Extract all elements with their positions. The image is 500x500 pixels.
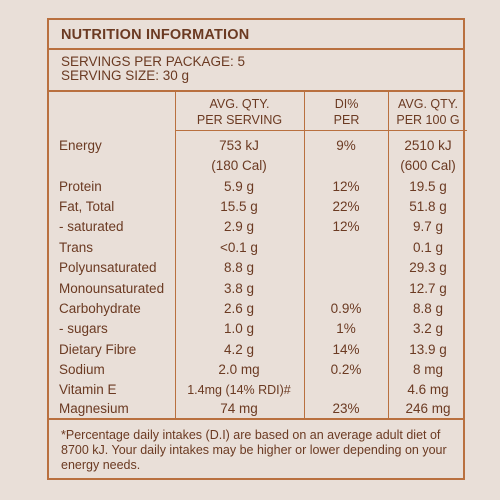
table-row: Magnesium 74 mg 23% 246 mg xyxy=(59,401,451,416)
table-row: Sodium 2.0 mg 0.2% 8 mg xyxy=(59,362,443,377)
servings-per-package: SERVINGS PER PACKAGE: 5 xyxy=(61,54,246,69)
table-row: Vitamin E 1.4mg (14% RDI)# 4.6 mg xyxy=(59,382,449,397)
table-bottom-rule xyxy=(49,418,463,420)
column-divider xyxy=(175,92,176,418)
table-row: Protein 5.9 g 12% 19.5 g xyxy=(59,179,447,194)
column-divider xyxy=(388,92,389,418)
header-di-percent: DI% PER xyxy=(333,97,360,127)
table-row: Monounsaturated 3.8 g 12.7 g xyxy=(59,281,447,296)
serving-info: SERVINGS PER PACKAGE: 5 SERVING SIZE: 30… xyxy=(61,55,245,83)
nutrition-panel: NUTRITION INFORMATION SERVINGS PER PACKA… xyxy=(47,18,467,480)
table-row: Fat, Total 15.5 g 22% 51.8 g xyxy=(59,199,447,214)
table-row: Polyunsaturated 8.8 g 29.3 g xyxy=(59,260,447,275)
header-per-serving: AVG. QTY. PER SERVING xyxy=(196,97,283,127)
table-row: (180 Cal) (600 Cal) xyxy=(211,158,456,173)
table-row: - sugars 1.0 g 1% 3.2 g xyxy=(59,321,444,336)
panel-title: NUTRITION INFORMATION xyxy=(49,20,463,50)
serving-size: SERVING SIZE: 30 g xyxy=(61,68,190,83)
footnote: *Percentage daily intakes (D.I) are base… xyxy=(61,428,447,472)
table-row: Trans <0.1 g 0.1 g xyxy=(59,240,444,255)
table-row: Energy 753 kJ 9% 2510 kJ xyxy=(59,138,452,153)
header-per-100g: AVG. QTY. PER 100 G xyxy=(396,97,460,127)
column-divider xyxy=(304,92,305,418)
table-row: - saturated 2.9 g 12% 9.7 g xyxy=(59,219,444,234)
header-rule xyxy=(175,130,467,131)
table-row: Dietary Fibre 4.2 g 14% 13.9 g xyxy=(59,342,447,357)
table-row: Carbohydrate 2.6 g 0.9% 8.8 g xyxy=(59,301,444,316)
table-top-rule xyxy=(49,90,463,92)
